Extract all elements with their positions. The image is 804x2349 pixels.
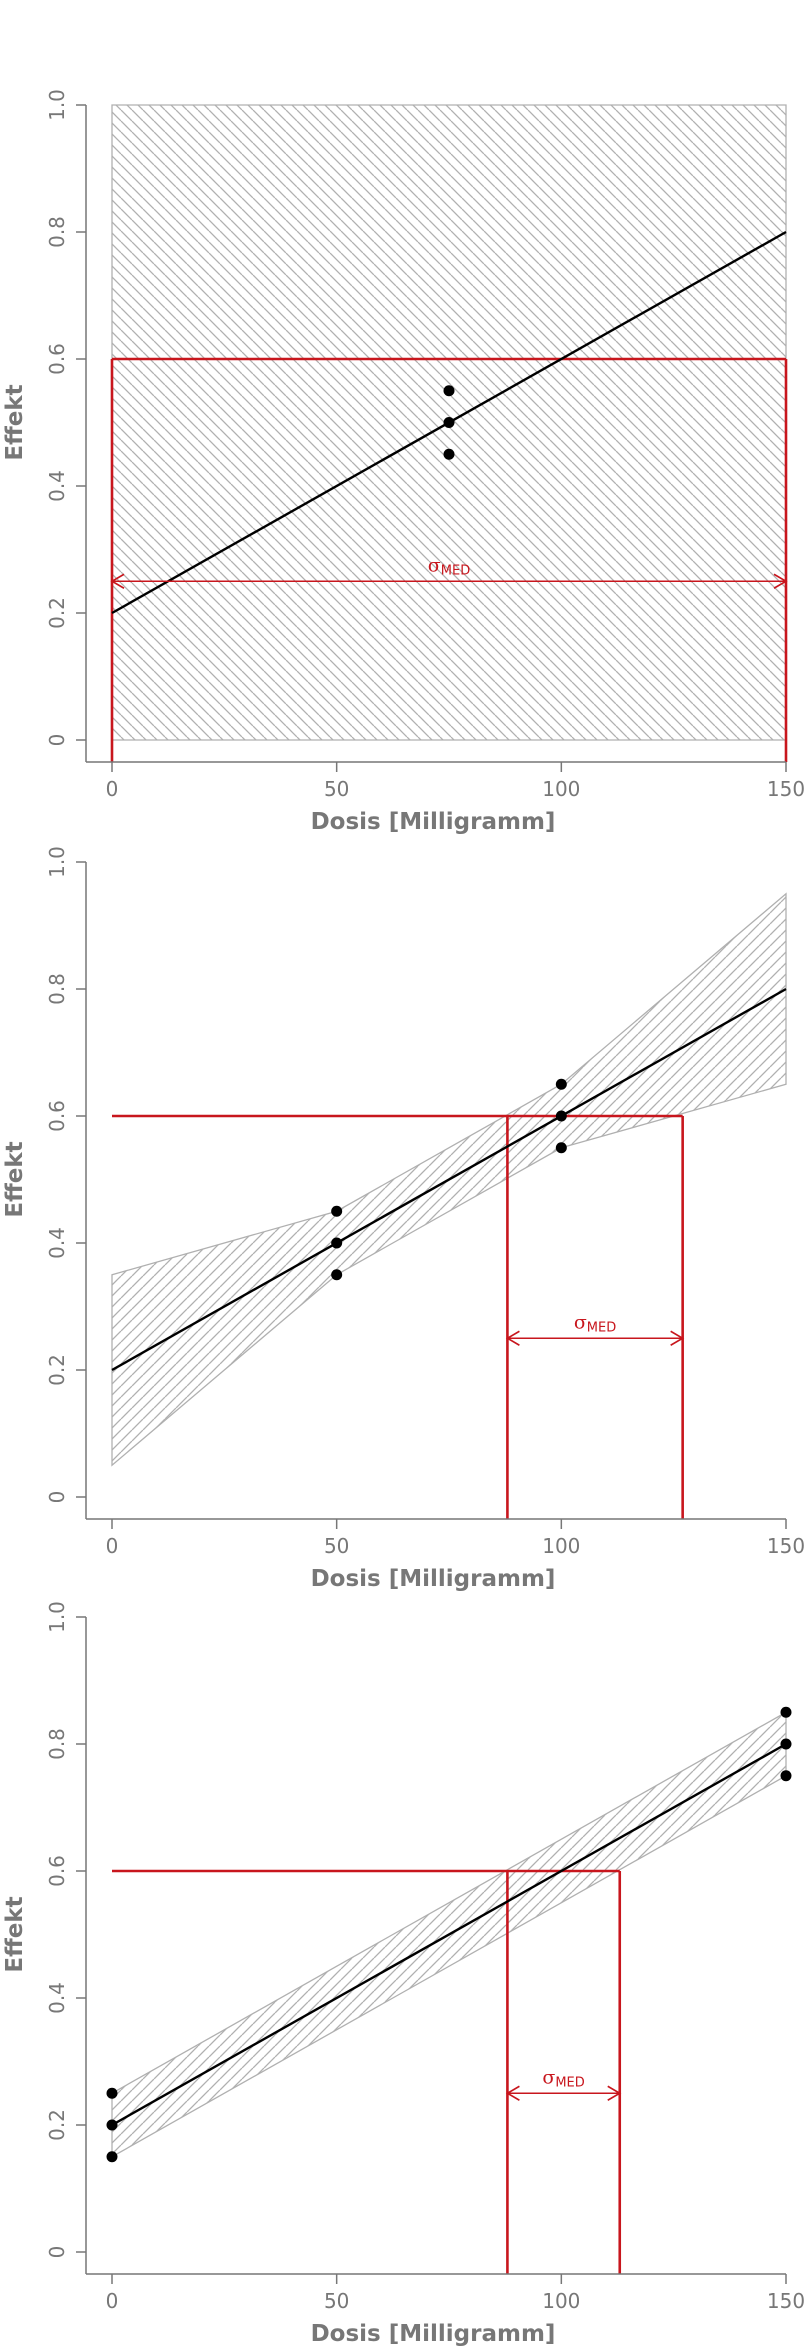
data-point — [331, 1205, 343, 1217]
x-tick-label: 100 — [542, 2289, 580, 2313]
x-tick-label: 50 — [324, 2289, 349, 2313]
regression-line — [111, 987, 787, 1372]
data-point — [331, 1269, 343, 1281]
x-tick-label: 50 — [324, 1534, 349, 1558]
med-arrow-head-left — [505, 2085, 520, 2101]
y-axis-title: Effekt — [2, 1141, 28, 1217]
y-tick-label: 0.2 — [45, 2109, 69, 2141]
y-tick-label: 0.4 — [45, 1227, 69, 1259]
x-tick-label: 150 — [767, 2289, 804, 2313]
x-tick-label: 150 — [767, 777, 804, 801]
chart-panel-2: σMED 0 50 100 150 Dosis [Milligramm] 0 0.2 0.4 0.… — [2, 846, 804, 1592]
x-axis-title: Dosis [Milligramm] — [311, 809, 556, 835]
x-axis-title: Dosis [Milligramm] — [311, 1566, 556, 1592]
y-tick-label: 0.8 — [45, 973, 69, 1005]
sigma-med-label: σMED — [542, 2066, 584, 2090]
data-point — [331, 1237, 343, 1249]
med-arrow-head-right — [773, 573, 788, 589]
y-tick-label: 0.6 — [45, 1100, 69, 1132]
sigma-symbol: σ — [574, 1311, 587, 1333]
data-point — [443, 385, 455, 397]
data-point — [780, 1706, 792, 1718]
med-arrow-head-left — [110, 573, 125, 589]
sigma-symbol: σ — [542, 2066, 555, 2088]
chart-panel-3: σMED 0 50 100 150 Dosis [Milligramm] 0 0.2 0.4 0.… — [2, 1601, 804, 2347]
x-tick-label: 0 — [106, 1534, 119, 1558]
y-axis-title: Effekt — [2, 384, 28, 460]
y-tick-label: 1.0 — [45, 89, 69, 121]
y-tick-label: 0.2 — [45, 597, 69, 629]
x-axis-title: Dosis [Milligramm] — [311, 2321, 556, 2347]
data-point — [443, 417, 455, 428]
y-tick-label: 0.4 — [45, 1982, 69, 2014]
y-tick-label: 0.6 — [45, 343, 69, 375]
y-tick-label: 0 — [45, 1491, 69, 1504]
sigma-med-label: σMED — [428, 554, 470, 578]
x-tick-label: 0 — [106, 777, 119, 801]
med-arrow-head-left — [505, 1330, 520, 1346]
y-tick-label: 1.0 — [45, 846, 69, 878]
y-tick-label: 1.0 — [45, 1601, 69, 1633]
x-tick-label: 100 — [542, 1534, 580, 1558]
data-point — [555, 1078, 567, 1090]
y-tick-label: 0.8 — [45, 1728, 69, 1760]
y-tick-label: 0 — [45, 734, 69, 747]
data-point — [106, 2087, 118, 2099]
sigma-med-label: σMED — [574, 1311, 616, 1335]
sigma-subscript: MED — [587, 1320, 616, 1335]
y-tick-label: 0.4 — [45, 470, 69, 502]
regression-line — [111, 1742, 787, 2127]
y-tick-label: 0.6 — [45, 1855, 69, 1887]
chart-panel-1: σMED 0 50 100 150 Dosis [Milligramm] 0 0.2 0.4 0.… — [2, 89, 804, 835]
data-point — [106, 2119, 118, 2131]
y-tick-label: 0.8 — [45, 216, 69, 248]
y-tick-label: 0.2 — [45, 1354, 69, 1386]
y-tick-label: 0 — [45, 2246, 69, 2259]
y-axis-title: Effekt — [2, 1896, 28, 1972]
data-point — [780, 1738, 792, 1750]
data-point — [555, 1142, 567, 1154]
data-point — [555, 1110, 567, 1122]
med-arrow-head-right — [607, 2085, 622, 2101]
data-point — [780, 1770, 792, 1782]
data-point — [443, 448, 455, 460]
x-tick-label: 50 — [324, 777, 349, 801]
med-arrow-head-right — [670, 1330, 685, 1346]
x-tick-label: 0 — [106, 2289, 119, 2313]
x-tick-label: 150 — [767, 1534, 804, 1558]
x-tick-label: 100 — [542, 777, 580, 801]
sigma-subscript: MED — [555, 2075, 584, 2090]
data-point — [106, 2151, 118, 2163]
sigma-symbol: σ — [428, 554, 441, 576]
sigma-subscript: MED — [441, 563, 470, 578]
